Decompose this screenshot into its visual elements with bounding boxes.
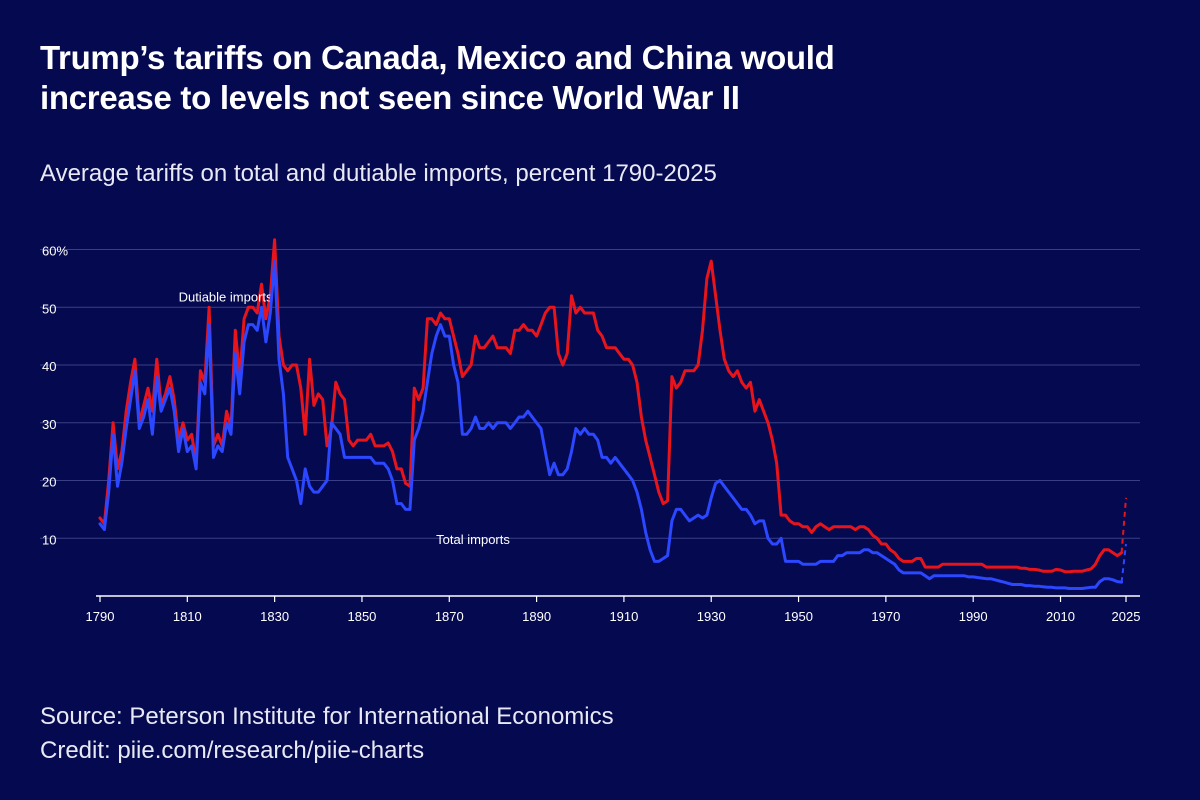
x-tick-label-1870: 1870 xyxy=(435,609,464,624)
x-tick-label-1930: 1930 xyxy=(697,609,726,624)
series-line-total-imports xyxy=(98,259,1124,590)
x-tick-label-1830: 1830 xyxy=(260,609,289,624)
x-tick-label-2010: 2010 xyxy=(1046,609,1075,624)
x-tick-label-1970: 1970 xyxy=(871,609,900,624)
series-label-dutiable-imports: Dutiable imports xyxy=(179,289,273,304)
series-label-total-imports: Total imports xyxy=(436,532,510,547)
y-tick-label-30: 30 xyxy=(42,417,56,432)
chart-title-line-1: Trump’s tariffs on Canada, Mexico and Ch… xyxy=(40,39,835,76)
credit-note: Credit: piie.com/research/piie-charts xyxy=(40,737,425,764)
x-tick-label-1850: 1850 xyxy=(347,609,376,624)
y-tick-label-20: 20 xyxy=(42,475,56,490)
series-projection-total-imports xyxy=(1120,543,1127,583)
x-tick-label-1950: 1950 xyxy=(784,609,813,624)
chart-title: Trump’s tariffs on Canada, Mexico and Ch… xyxy=(40,38,1040,118)
series-projection-dutiable-imports xyxy=(1120,497,1127,553)
x-tick-label-1990: 1990 xyxy=(959,609,988,624)
x-tick-label-1810: 1810 xyxy=(173,609,202,624)
footer: Source: Peterson Institute for Internati… xyxy=(40,700,614,768)
chart-subtitle: Average tariffs on total and dutiable im… xyxy=(40,160,717,187)
x-tick-label-1910: 1910 xyxy=(609,609,638,624)
chart-title-line-2: increase to levels not seen since World … xyxy=(40,79,740,116)
y-tick-label-50: 50 xyxy=(42,301,56,316)
y-tick-label-60: 60% xyxy=(42,244,68,259)
source-note: Source: Peterson Institute for Internati… xyxy=(40,703,614,730)
y-tick-label-10: 10 xyxy=(42,532,56,547)
y-tick-label-40: 40 xyxy=(42,359,56,374)
x-tick-label-1890: 1890 xyxy=(522,609,551,624)
x-tick-label-2025: 2025 xyxy=(1112,609,1141,624)
x-tick-label-1790: 1790 xyxy=(86,609,115,624)
